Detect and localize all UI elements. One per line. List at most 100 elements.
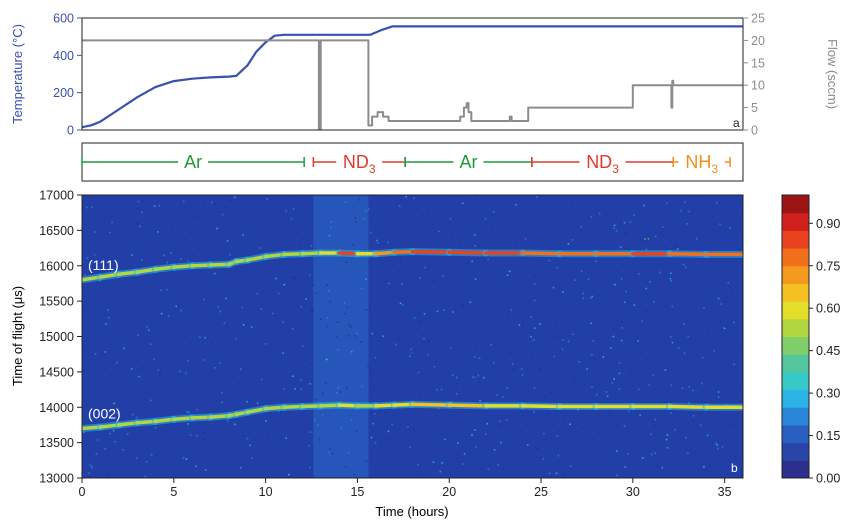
noise-speck bbox=[613, 329, 615, 332]
noise-speck bbox=[260, 275, 263, 278]
noise-speck bbox=[661, 227, 664, 230]
noise-speck bbox=[290, 205, 293, 208]
noise-speck bbox=[717, 391, 720, 393]
noise-speck bbox=[328, 289, 330, 292]
noise-speck bbox=[486, 422, 489, 425]
noise-speck bbox=[712, 215, 714, 218]
noise-speck bbox=[715, 202, 718, 204]
noise-speck bbox=[534, 327, 536, 329]
noise-speck bbox=[659, 232, 662, 235]
noise-speck bbox=[226, 461, 229, 464]
noise-speck bbox=[305, 298, 307, 300]
noise-speck bbox=[105, 313, 107, 316]
noise-speck bbox=[539, 456, 542, 459]
noise-speck bbox=[720, 303, 722, 305]
noise-speck bbox=[563, 474, 566, 476]
tick-label: 25 bbox=[751, 12, 765, 26]
noise-speck bbox=[146, 326, 148, 328]
noise-speck bbox=[621, 321, 624, 323]
noise-speck bbox=[475, 346, 477, 349]
noise-speck bbox=[682, 264, 685, 266]
noise-speck bbox=[389, 195, 392, 197]
noise-speck bbox=[618, 372, 621, 375]
peak-segment bbox=[520, 251, 562, 256]
noise-speck bbox=[412, 395, 414, 397]
gas-segment-nh3: NH3 bbox=[672, 152, 731, 176]
noise-speck bbox=[569, 430, 571, 432]
noise-speck bbox=[671, 305, 673, 308]
noise-speck bbox=[133, 310, 135, 312]
noise-speck bbox=[234, 423, 236, 426]
noise-speck bbox=[487, 258, 489, 261]
noise-speck bbox=[571, 239, 574, 241]
noise-speck bbox=[375, 469, 378, 472]
noise-speck bbox=[533, 283, 536, 286]
noise-speck bbox=[623, 301, 626, 304]
noise-speck bbox=[182, 329, 184, 332]
tick-label: 13000 bbox=[39, 472, 74, 486]
noise-speck bbox=[259, 247, 261, 249]
noise-speck bbox=[657, 456, 659, 459]
noise-speck bbox=[490, 344, 492, 346]
noise-speck bbox=[309, 383, 312, 385]
noise-speck bbox=[106, 233, 109, 236]
noise-speck bbox=[644, 332, 646, 335]
noise-speck bbox=[720, 319, 722, 322]
temperature-line bbox=[82, 25, 743, 129]
noise-speck bbox=[455, 195, 457, 198]
noise-speck bbox=[235, 338, 237, 340]
noise-speck bbox=[471, 434, 473, 436]
noise-speck bbox=[347, 452, 350, 454]
panel-b-ylabel: Time of flight (μs) bbox=[10, 286, 25, 386]
noise-speck bbox=[392, 414, 394, 417]
noise-speck bbox=[227, 420, 229, 422]
noise-speck bbox=[521, 213, 523, 216]
noise-speck bbox=[666, 434, 669, 436]
noise-speck bbox=[542, 458, 545, 460]
noise-speck bbox=[344, 312, 346, 315]
noise-speck bbox=[592, 340, 595, 342]
noise-speck bbox=[436, 310, 439, 313]
noise-speck bbox=[466, 262, 469, 264]
tick-label: 0.45 bbox=[816, 344, 840, 358]
noise-speck bbox=[130, 368, 133, 370]
noise-speck bbox=[154, 455, 157, 457]
noise-speck bbox=[475, 446, 477, 448]
noise-speck bbox=[354, 217, 356, 220]
peak-trace bbox=[82, 400, 743, 432]
noise-speck bbox=[511, 363, 514, 365]
noise-speck bbox=[732, 424, 734, 426]
noise-speck bbox=[465, 468, 467, 471]
noise-speck bbox=[487, 468, 489, 470]
noise-speck bbox=[555, 324, 558, 326]
noise-speck bbox=[562, 291, 564, 293]
noise-speck bbox=[688, 210, 690, 213]
noise-speck bbox=[549, 392, 552, 395]
noise-speck bbox=[451, 345, 453, 348]
noise-speck bbox=[665, 438, 668, 441]
noise-speck bbox=[729, 300, 732, 303]
noise-speck bbox=[91, 466, 93, 469]
noise-speck bbox=[729, 396, 731, 398]
noise-speck bbox=[706, 434, 709, 437]
noise-speck bbox=[643, 459, 645, 462]
noise-speck bbox=[432, 461, 435, 463]
noise-speck bbox=[191, 298, 193, 301]
noise-speck bbox=[224, 206, 227, 208]
noise-speck bbox=[301, 345, 304, 348]
noise-speck bbox=[652, 374, 655, 377]
noise-speck bbox=[638, 272, 640, 275]
noise-speck bbox=[214, 272, 216, 275]
noise-speck bbox=[350, 419, 353, 421]
noise-speck bbox=[556, 272, 558, 274]
noise-speck bbox=[619, 246, 622, 249]
noise-speck bbox=[326, 317, 328, 319]
noise-speck bbox=[547, 386, 549, 389]
noise-speck bbox=[465, 294, 468, 296]
noise-speck bbox=[315, 398, 317, 401]
tick-label: 20 bbox=[751, 34, 765, 48]
colorbar: 0.00 0.15 0.30 0.45 0.60 0.75 0.90 bbox=[781, 194, 840, 486]
noise-speck bbox=[533, 411, 535, 413]
noise-speck bbox=[170, 252, 172, 254]
noise-speck bbox=[457, 442, 459, 444]
